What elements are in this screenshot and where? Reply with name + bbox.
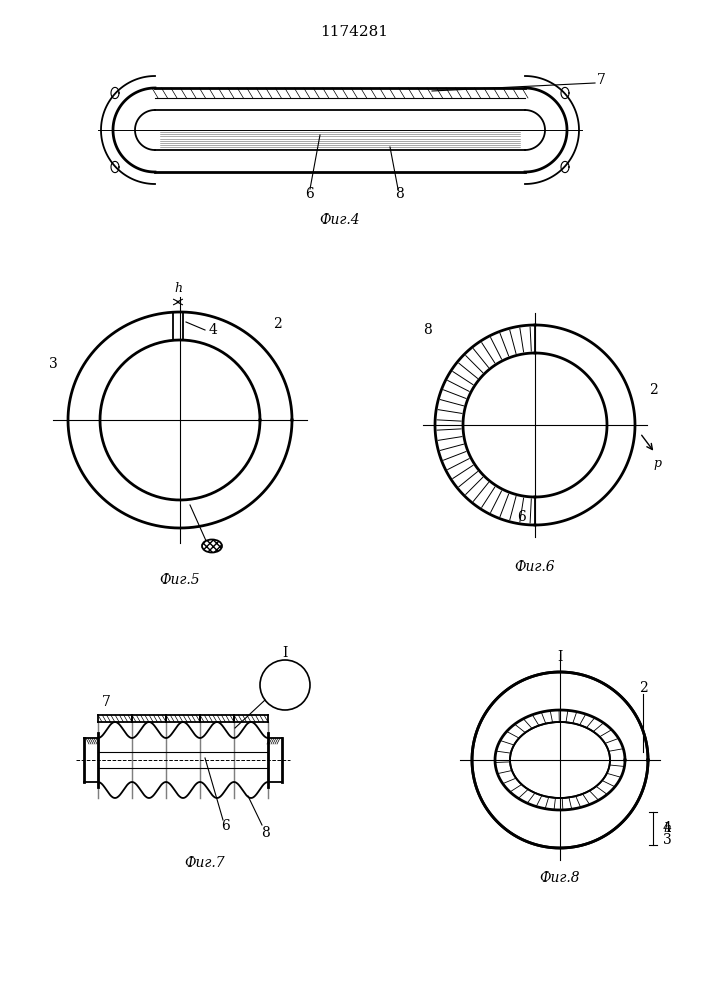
Text: h: h — [174, 282, 182, 295]
Text: 4: 4 — [209, 323, 218, 337]
Ellipse shape — [510, 722, 610, 798]
Text: 1174281: 1174281 — [320, 25, 388, 39]
Text: 6: 6 — [517, 510, 525, 524]
Text: 2: 2 — [638, 681, 648, 695]
Text: 8: 8 — [261, 826, 269, 840]
Text: 8: 8 — [396, 187, 404, 201]
Text: Фиг.7: Фиг.7 — [185, 856, 226, 870]
Text: 2: 2 — [273, 317, 281, 331]
Text: Фиг.8: Фиг.8 — [539, 871, 580, 885]
Text: 7: 7 — [102, 695, 110, 709]
Text: I: I — [282, 646, 288, 660]
Ellipse shape — [202, 540, 222, 552]
Text: 7: 7 — [597, 73, 606, 87]
Text: I: I — [557, 650, 563, 664]
Text: 8: 8 — [423, 323, 431, 337]
Text: 4: 4 — [663, 821, 672, 835]
Text: Фиг.4: Фиг.4 — [320, 213, 361, 227]
Text: 3: 3 — [49, 357, 58, 371]
Text: h: h — [663, 822, 671, 836]
Text: 6: 6 — [221, 819, 229, 833]
Text: 3: 3 — [663, 833, 672, 847]
Text: p: p — [653, 457, 661, 470]
Text: 6: 6 — [305, 187, 315, 201]
Text: Фиг.5: Фиг.5 — [160, 573, 200, 587]
Text: 2: 2 — [649, 383, 658, 397]
Text: Фиг.6: Фиг.6 — [515, 560, 555, 574]
